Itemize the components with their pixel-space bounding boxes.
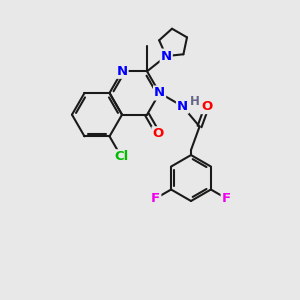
Text: H: H xyxy=(190,95,200,108)
Text: O: O xyxy=(152,127,164,140)
Text: O: O xyxy=(201,100,212,113)
Text: N: N xyxy=(116,65,128,78)
Text: F: F xyxy=(151,192,160,205)
Text: N: N xyxy=(177,100,188,113)
Text: Cl: Cl xyxy=(114,150,128,163)
Text: N: N xyxy=(154,86,165,100)
Text: F: F xyxy=(222,192,231,205)
Text: N: N xyxy=(160,50,172,63)
